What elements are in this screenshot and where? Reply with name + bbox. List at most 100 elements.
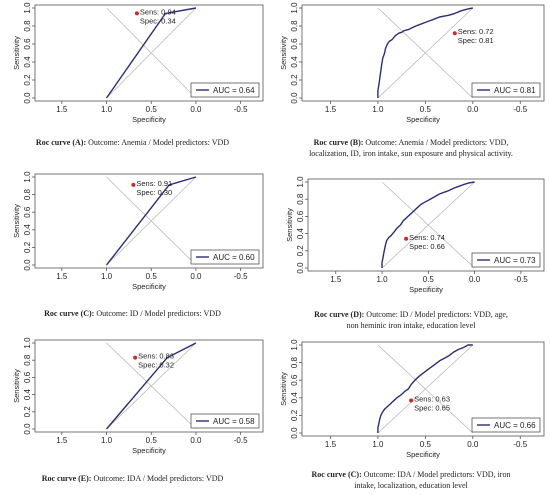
y-tick-label: 0.6 xyxy=(290,38,299,50)
x-tick-label: 1.5 xyxy=(56,105,68,114)
roc-curve-line xyxy=(377,344,473,433)
legend-box xyxy=(471,252,541,268)
threshold-annotation: Spec: 0.65 xyxy=(414,403,450,412)
y-tick-label: 0.8 xyxy=(23,354,32,366)
roc-panel-f: 1.5 1.0 0.5 0.0 -0.5 0.0 0.2 0.4 0.6 0.8 1.0 Specif… xyxy=(272,334,550,490)
legend-box xyxy=(190,82,260,98)
roc-curve-line xyxy=(105,176,197,266)
x-tick-label: 0.5 xyxy=(420,440,432,449)
legend-label: AUC = 0.73 xyxy=(494,256,536,265)
caption-text: non heminic iron intake, education level xyxy=(346,321,476,330)
y-tick-label: 0.4 xyxy=(23,388,32,400)
y-tick-label: 0.4 xyxy=(23,224,32,236)
threshold-annotation: Sens: 0.74 xyxy=(409,233,445,242)
roc-panel-e: 1.5 1.0 0.5 0.0 -0.5 0.0 0.2 0.4 0.6 0.8 1.0 Specif… xyxy=(0,334,265,483)
caption-label: Roc curve (A): xyxy=(35,138,87,147)
threshold-annotation: Spec: 0.81 xyxy=(458,36,494,45)
caption-label: Roc curve (C): xyxy=(311,470,362,479)
y-tick-label: 0.6 xyxy=(23,38,32,50)
x-tick-label: 1.5 xyxy=(56,436,68,445)
caption-label: Roc curve (C): xyxy=(44,309,95,318)
threshold-point xyxy=(452,31,457,36)
x-tick-label: -0.5 xyxy=(513,440,527,449)
x-tick-label: 1.0 xyxy=(101,436,113,445)
roc-curve-line xyxy=(381,181,475,268)
legend-box xyxy=(471,417,541,433)
threshold-annotation: Spec: 0.34 xyxy=(140,16,176,25)
y-tick-label: 0.0 xyxy=(23,92,32,104)
reference-diagonal-mirror xyxy=(106,342,197,430)
legend: AUC = 0.81 xyxy=(471,82,541,98)
roc-chart: 1.5 1.0 0.5 0.0 -0.5 0.0 0.2 0.4 0.6 0.8 1.0 Specif… xyxy=(12,171,264,291)
x-tick-label: 1.5 xyxy=(56,272,68,281)
legend-box xyxy=(190,413,260,429)
threshold-annotation: Sens: 0.72 xyxy=(458,27,494,36)
roc-curve-line xyxy=(105,342,197,430)
threshold-annotation: Sens: 0.94 xyxy=(140,7,176,16)
x-tick-label: -0.5 xyxy=(234,105,248,114)
reference-diagonal-mirror xyxy=(377,7,474,99)
y-tick-label: 1.0 xyxy=(23,2,32,14)
y-tick-label: 0.2 xyxy=(296,245,305,257)
x-tick-label: 1.5 xyxy=(325,105,337,114)
threshold-annotation: Sens: 0.63 xyxy=(414,394,450,403)
reference-diagonal-mirror xyxy=(377,344,474,434)
y-tick-label: 0.8 xyxy=(23,188,32,200)
legend: AUC = 0.60 xyxy=(190,249,260,265)
legend-label: AUC = 0.64 xyxy=(213,86,255,95)
threshold-point xyxy=(409,398,414,403)
y-tick-label: 0.6 xyxy=(23,206,32,218)
y-axis-title: Sensitivity xyxy=(279,372,288,406)
caption-text: Outcome: ID / Model predictors: VDD xyxy=(94,309,221,318)
x-tick-label: 1.0 xyxy=(372,440,384,449)
caption-text: Outcome: IDA / Model predictors: VDD, ir… xyxy=(361,470,511,479)
plot-frame xyxy=(34,339,264,433)
roc-chart: 1.5 1.0 0.5 0.0 -0.5 0.0 0.2 0.4 0.6 0.8 1.0 Specif… xyxy=(285,176,545,294)
plot-frame xyxy=(34,4,264,102)
y-tick-label: 0.8 xyxy=(290,356,299,368)
y-tick-label: 0.4 xyxy=(23,56,32,68)
x-tick-label: 0.0 xyxy=(469,275,481,284)
y-tick-label: 1.0 xyxy=(23,337,32,349)
x-tick-label: 0.0 xyxy=(190,272,202,281)
legend: AUC = 0.73 xyxy=(471,252,541,268)
y-tick-label: 0.0 xyxy=(23,423,32,435)
legend-label: AUC = 0.58 xyxy=(213,417,255,426)
x-tick-label: 1.0 xyxy=(372,105,384,114)
legend-box xyxy=(190,249,260,265)
y-axis-title: Sensitivity xyxy=(12,369,21,403)
y-tick-label: 0.8 xyxy=(290,20,299,32)
threshold-annotation: Spec: 0.66 xyxy=(409,242,445,251)
threshold-annotation: Sens: 0.83 xyxy=(138,352,174,361)
plot-frame xyxy=(301,341,545,437)
reference-diagonal-mirror xyxy=(106,7,197,99)
x-tick-label: 1.5 xyxy=(325,440,337,449)
x-tick-label: -0.5 xyxy=(234,272,248,281)
roc-curve-line xyxy=(377,7,473,98)
y-tick-label: 0.0 xyxy=(290,92,299,104)
threshold-annotation: Sens: 0.91 xyxy=(136,179,172,188)
threshold-annotation: Spec: 0.30 xyxy=(136,188,172,197)
x-tick-label: 0.5 xyxy=(420,105,432,114)
y-tick-label: 0.4 xyxy=(290,392,299,404)
x-tick-label: 0.0 xyxy=(467,440,479,449)
y-tick-label: 1.0 xyxy=(23,171,32,183)
y-tick-label: 0.2 xyxy=(290,74,299,86)
figure-caption: Roc curve (A): Outcome: Anemia / Model p… xyxy=(0,137,265,148)
x-axis-title: Specificity xyxy=(132,446,166,455)
plot-frame xyxy=(34,173,264,269)
roc-curve-line xyxy=(105,7,197,99)
x-tick-label: 0.0 xyxy=(467,105,479,114)
y-tick-label: 0.6 xyxy=(296,210,305,222)
legend: AUC = 0.64 xyxy=(190,82,260,98)
reference-diagonal-mirror xyxy=(381,181,475,269)
caption-text: Outcome: ID / Model predictors: VDD, age… xyxy=(364,310,508,319)
y-tick-label: 0.8 xyxy=(23,20,32,32)
plot-frame xyxy=(301,4,545,102)
legend: AUC = 0.66 xyxy=(471,417,541,433)
roc-chart: 1.5 1.0 0.5 0.0 -0.5 0.0 0.2 0.4 0.6 0.8 1.0 Specif… xyxy=(12,2,264,124)
y-tick-label: 1.0 xyxy=(290,2,299,14)
roc-panel-c: 1.5 1.0 0.5 0.0 -0.5 0.0 0.2 0.4 0.6 0.8 1.0 Specif… xyxy=(0,166,265,318)
legend-label: AUC = 0.60 xyxy=(213,253,255,262)
figure-caption: Roc curve (E): Outcome: IDA / Model pred… xyxy=(0,473,265,484)
